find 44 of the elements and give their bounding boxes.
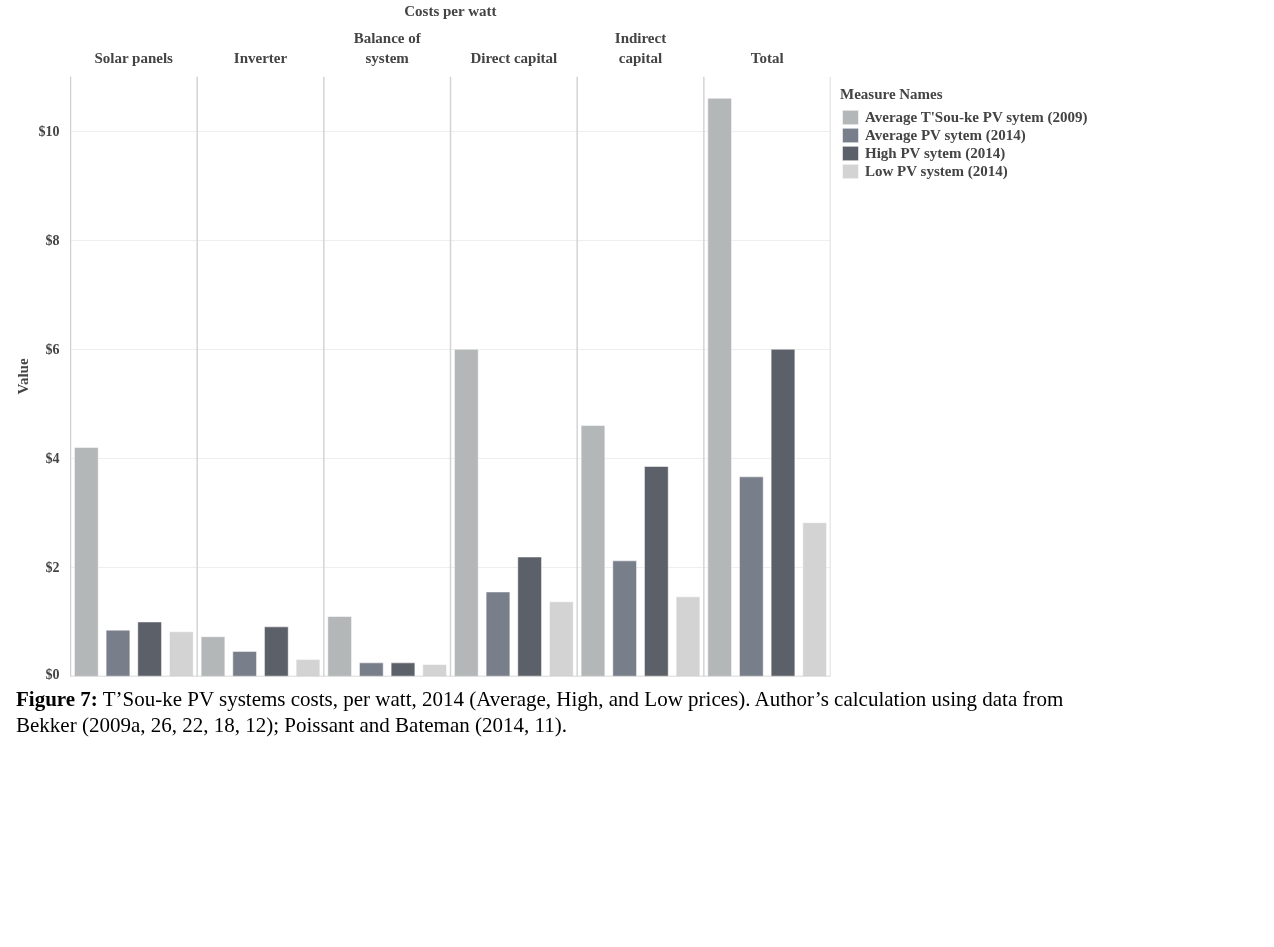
bar (707, 98, 732, 677)
y-tick-label: $2 (45, 559, 60, 575)
bar (549, 601, 574, 677)
bar (232, 651, 257, 677)
bar (580, 425, 606, 677)
y-axis-title: Value (14, 358, 31, 395)
bar (644, 466, 669, 677)
legend-label: Average T'Sou-ke PV sytem (2009) (865, 108, 1088, 126)
bar (169, 631, 194, 677)
x-axis-title: Costs per watt (404, 3, 497, 20)
legend-label: Low PV system (2014) (865, 162, 1008, 180)
bar (390, 662, 416, 677)
x-tick-label: Indirect capital (614, 30, 667, 66)
legend-label: Average PV sytem (2014) (865, 126, 1026, 144)
x-tick-label: Total (750, 49, 784, 66)
bar (517, 556, 542, 677)
bar (675, 596, 701, 677)
caption: Figure 7: T’Sou-ke PV systems costs, per watt, 2014 (Average, High, and Low prices). Author’s calculation using data from Bekker (2009a, 26, 22, 18, 12); Poissant and Bateman (2014, 11). (16, 686, 1065, 739)
x-tick-label: Direct capital (470, 49, 558, 66)
bar (295, 659, 321, 677)
y-tick-label: $0 (45, 666, 60, 682)
bar (137, 621, 162, 677)
bar (485, 591, 511, 677)
bar (74, 447, 99, 677)
y-tick-label: $10 (38, 123, 60, 139)
x-tick-label: Balance of system (353, 30, 422, 66)
bar (612, 560, 637, 677)
y-tick-label: $6 (45, 341, 60, 357)
bar (200, 636, 226, 677)
bar (105, 629, 131, 677)
legend-label: High PV sytem (2014) (865, 144, 1006, 162)
bar (770, 348, 796, 677)
bar (422, 664, 447, 677)
y-tick-label: $8 (45, 232, 60, 248)
x-tick-label: Inverter (233, 49, 288, 66)
bar (264, 626, 289, 677)
legend-title: Measure Names (840, 86, 944, 103)
bar (359, 662, 384, 677)
x-tick-label: Solar panels (94, 49, 174, 66)
bar (327, 616, 352, 677)
y-tick-label: $4 (45, 450, 60, 466)
bar (802, 522, 827, 677)
bar (739, 476, 764, 677)
bar (454, 348, 479, 677)
